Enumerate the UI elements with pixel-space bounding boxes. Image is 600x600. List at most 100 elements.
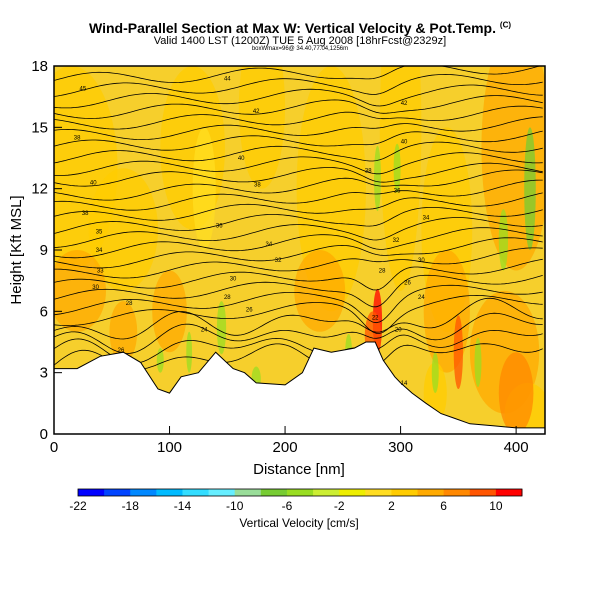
- colorbar-swatch: [156, 489, 183, 496]
- isentrope-label: 26: [404, 281, 411, 287]
- isentrope-label: 40: [401, 140, 408, 146]
- y-tick-label: 12: [31, 181, 48, 198]
- isentrope-label: 24: [201, 328, 208, 334]
- isentrope-label: 20: [395, 328, 402, 334]
- isentrope-line: [54, 95, 543, 119]
- colorbar-swatch: [469, 489, 497, 496]
- colorbar-swatch: [313, 489, 340, 496]
- y-tick-label: 9: [40, 242, 48, 259]
- isentrope-label: 38: [74, 136, 81, 142]
- isentrope-line: [54, 274, 543, 308]
- isentrope-line: [54, 227, 543, 259]
- colorbar-swatch: [234, 489, 262, 496]
- isentrope-label: 32: [393, 238, 400, 244]
- isentrope-line: [54, 116, 543, 140]
- velocity-cell: [453, 315, 463, 390]
- isentrope-line: [54, 73, 543, 97]
- x-axis-label: Distance [nm]: [253, 461, 345, 478]
- isentrope-label: 30: [418, 258, 425, 264]
- isentrope-label: 36: [216, 223, 223, 229]
- velocity-cell: [524, 127, 536, 250]
- velocity-cell: [431, 352, 439, 394]
- colorbar-swatch: [104, 489, 131, 496]
- isentrope-label: 33: [97, 268, 104, 274]
- isentrope-label: 26: [118, 348, 125, 354]
- chart-title: Wind-Parallel Section at Max W: Vertical…: [0, 20, 600, 36]
- isentrope-line: [54, 130, 543, 151]
- velocity-cell: [294, 250, 346, 332]
- y-tick-label: 15: [31, 119, 48, 136]
- colorbar-tick-label: -22: [69, 499, 87, 513]
- y-tick-label: 6: [40, 303, 48, 320]
- x-tick-label: 300: [388, 439, 413, 456]
- x-axis: 0 100 200 300 400: [50, 426, 529, 456]
- isentrope-line: [54, 179, 543, 211]
- colorbar-swatch: [391, 489, 419, 496]
- isentrope-label: 40: [90, 181, 97, 187]
- velocity-field-blobs: [54, 66, 545, 434]
- velocity-cell: [498, 352, 534, 434]
- isentrope-labels: 44 45 42 42 38 40 40 38 40 38 36 38 34 36 35 32 34 34 30 32…: [74, 76, 430, 387]
- isentrope-label: 44: [224, 76, 231, 82]
- velocity-cell: [216, 301, 227, 355]
- colorbar-swatch: [78, 489, 105, 496]
- isentrope-line: [54, 141, 543, 164]
- isentrope-label: 24: [418, 295, 425, 301]
- velocity-cell: [498, 209, 509, 271]
- isentrope-line: [54, 105, 543, 130]
- velocity-cell: [379, 66, 422, 291]
- velocity-cell: [54, 250, 106, 332]
- isentrope-label: 32: [275, 258, 282, 264]
- isentrope-label: 40: [238, 156, 245, 162]
- chart-title-mark: (C): [499, 20, 512, 30]
- velocity-cell: [374, 145, 381, 212]
- isentrope-label: 30: [92, 285, 99, 291]
- isentrope-label: 36: [394, 189, 401, 195]
- isentrope-label: 42: [253, 109, 260, 115]
- colorbar-tick-label: -10: [226, 499, 244, 513]
- colorbar-swatch: [339, 489, 366, 496]
- y-tick-label: 0: [40, 426, 48, 443]
- x-tick-label: 400: [504, 439, 529, 456]
- colorbar-tick-label: 2: [388, 499, 395, 513]
- colorbar-frame: [77, 488, 523, 497]
- velocity-cell: [481, 66, 545, 271]
- isentrope-lines: [54, 66, 543, 371]
- colorbar-tick-label: -14: [174, 499, 192, 513]
- colorbar-swatch: [417, 489, 445, 496]
- plot-area: 44 45 42 42 38 40 40 38 40 38 36 38 34 36 35 32 34 34 30 32…: [54, 66, 545, 434]
- y-axis: 0 3 6 9 12 15 18: [31, 58, 62, 443]
- isentrope-line: [54, 192, 543, 221]
- y-axis-label: Height [Kft MSL]: [8, 195, 25, 304]
- colorbar-tick-label: -18: [122, 499, 140, 513]
- isentrope-label: 38: [82, 211, 89, 217]
- colorbar-swatch: [260, 489, 288, 496]
- colorbar-swatch: [443, 489, 471, 496]
- isentrope-label: 28: [379, 268, 386, 274]
- terrain-mask: [54, 341, 545, 434]
- isentrope-line: [54, 207, 543, 234]
- isentrope-label: 35: [96, 230, 103, 236]
- x-tick-label: 200: [273, 439, 298, 456]
- colorbar-tick-label: -2: [334, 499, 345, 513]
- isentrope-line: [54, 247, 543, 279]
- isentrope-line: [54, 217, 543, 248]
- isentrope-line: [54, 312, 543, 354]
- isentrope-line: [54, 162, 543, 187]
- chart-subtitle: Valid 1400 LST (1200Z) TUE 5 Aug 2008 [1…: [153, 35, 447, 47]
- velocity-cell: [88, 168, 158, 291]
- isentrope-label: 42: [401, 101, 408, 107]
- colorbar-tick-label: 10: [489, 499, 503, 513]
- isentrope-label: 34: [423, 215, 430, 221]
- isentrope-label: 28: [224, 295, 231, 301]
- isentrope-label: 14: [401, 381, 408, 387]
- velocity-cell: [156, 348, 164, 373]
- velocity-cell: [474, 337, 482, 387]
- isentrope-line: [54, 169, 543, 201]
- isentrope-label: 26: [246, 307, 253, 313]
- velocity-cell: [152, 270, 187, 353]
- isentrope-line: [54, 237, 543, 269]
- isentrope-line: [54, 152, 543, 176]
- colorbar-tick-label: -6: [282, 499, 293, 513]
